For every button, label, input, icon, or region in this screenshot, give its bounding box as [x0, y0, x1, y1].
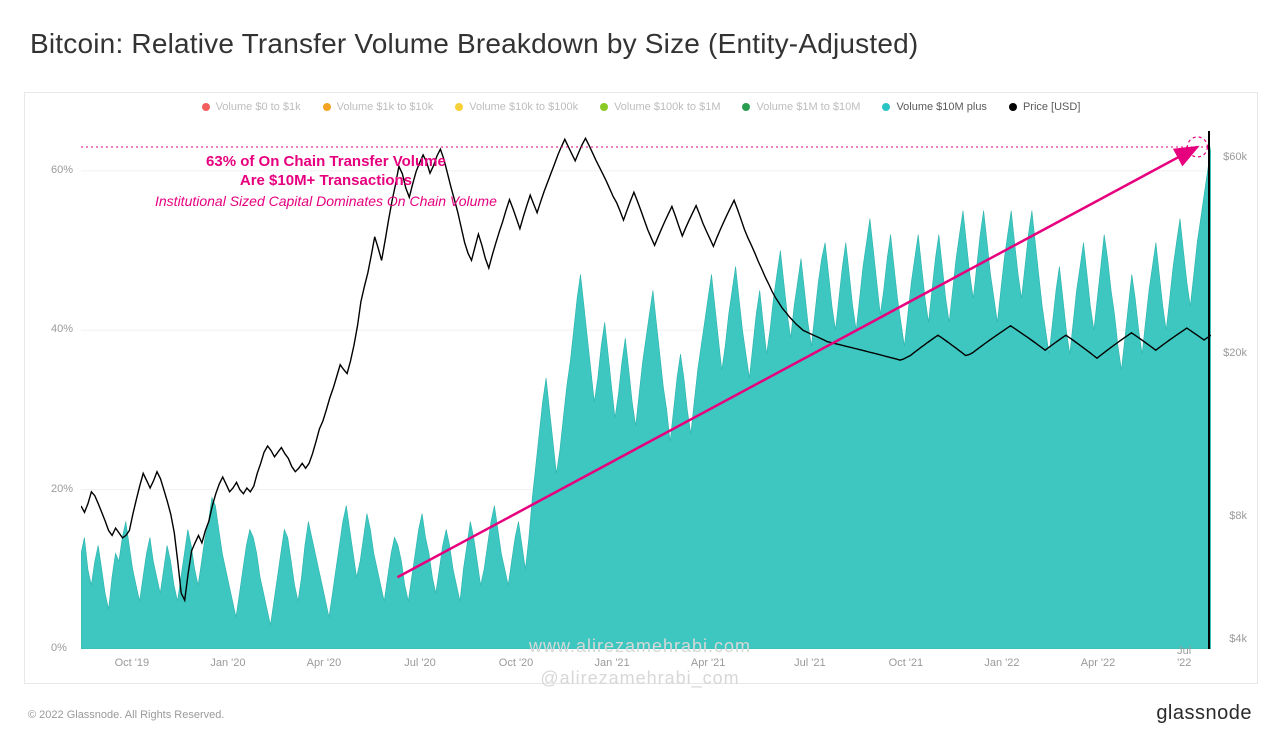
y-right-tick-label: $60k [1223, 151, 1247, 163]
legend-label: Price [USD] [1023, 101, 1080, 113]
legend-dot [882, 103, 890, 111]
x-tick-label: Oct '19 [115, 657, 150, 669]
x-tick-label: Apr '20 [307, 657, 342, 669]
legend-label: Volume $10M plus [896, 101, 987, 113]
legend-item[interactable]: Volume $1k to $10k [323, 101, 434, 113]
x-tick-label: Oct '20 [499, 657, 534, 669]
chart-frame: Volume $0 to $1k Volume $1k to $10k Volume… [24, 92, 1258, 684]
x-tick-label: Jan '20 [210, 657, 245, 669]
y-right-tick-label: $20k [1223, 347, 1247, 359]
y-right-tick-label: $8k [1229, 510, 1247, 522]
y-right-tick-label: $4k [1229, 633, 1247, 645]
legend-dot [202, 103, 210, 111]
watermark-telegram: @alirezamehrabi_com [540, 668, 739, 689]
legend-item[interactable]: Volume $1M to $10M [742, 101, 860, 113]
legend-dot [742, 103, 750, 111]
legend-item[interactable]: Price [USD] [1009, 101, 1080, 113]
x-tick-label: Jul '21 [794, 657, 825, 669]
legend-dot [600, 103, 608, 111]
area-volume-10m [81, 147, 1211, 649]
watermark-web: www.alirezamehrabi.com [529, 636, 751, 657]
annotation-line1: 63% of On Chain Transfer Volume [155, 153, 497, 172]
legend-item[interactable]: Volume $10M plus [882, 101, 987, 113]
x-tick-label: Jul '22 [1177, 645, 1200, 669]
legend-item[interactable]: Volume $0 to $1k [202, 101, 301, 113]
legend-item[interactable]: Volume $10k to $100k [455, 101, 578, 113]
annotation-callout: 63% of On Chain Transfer Volume Are $10M… [155, 153, 497, 210]
copyright-text: © 2022 Glassnode. All Rights Reserved. [28, 709, 224, 721]
legend-item[interactable]: Volume $100k to $1M [600, 101, 720, 113]
legend-dot [1009, 103, 1017, 111]
y-left-tick-label: 20% [51, 483, 73, 495]
annotation-line3: Institutional Sized Capital Dominates On… [155, 193, 497, 211]
x-tick-label: Apr '22 [1081, 657, 1116, 669]
legend: Volume $0 to $1k Volume $1k to $10k Volume… [85, 101, 1197, 113]
y-left-tick-label: 60% [51, 164, 73, 176]
x-tick-label: Jul '20 [404, 657, 435, 669]
brand-name: glassnode [1156, 702, 1252, 725]
x-tick-label: Jan '22 [984, 657, 1019, 669]
legend-label: Volume $100k to $1M [614, 101, 720, 113]
y-left-tick-label: 40% [51, 323, 73, 335]
legend-label: Volume $1k to $10k [337, 101, 434, 113]
legend-label: Volume $0 to $1k [216, 101, 301, 113]
legend-label: Volume $1M to $10M [756, 101, 860, 113]
legend-dot [323, 103, 331, 111]
y-left-tick-label: 0% [51, 642, 67, 654]
legend-label: Volume $10k to $100k [469, 101, 578, 113]
page-title: Bitcoin: Relative Transfer Volume Breakd… [30, 28, 918, 60]
legend-dot [455, 103, 463, 111]
annotation-line2: Are $10M+ Transactions [155, 172, 497, 191]
x-tick-label: Oct '21 [889, 657, 924, 669]
